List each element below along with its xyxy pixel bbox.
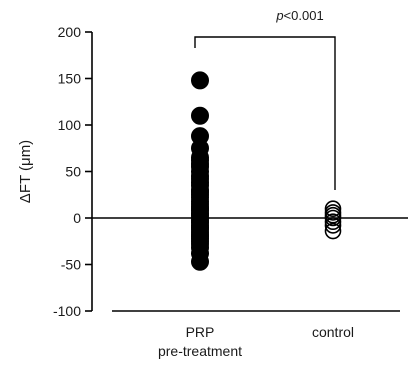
data-point xyxy=(191,106,209,125)
significance-label: p<0.001 xyxy=(275,8,323,23)
y-tick-label: 50 xyxy=(65,164,81,180)
axes xyxy=(85,31,408,312)
labels: 200 150 100 50 0 -50 -100 ΔFT (μm) PRP pre-treatm… xyxy=(17,8,354,359)
y-tick-label: -100 xyxy=(53,303,81,319)
data-point xyxy=(191,71,209,90)
x-category-label: control xyxy=(312,324,354,340)
x-category-label: PRP xyxy=(186,324,215,340)
y-tick-label: 100 xyxy=(58,117,82,133)
data-point xyxy=(324,209,342,227)
data-point xyxy=(324,200,342,217)
x-category-label: pre-treatment xyxy=(158,343,242,359)
y-tick-label: 0 xyxy=(73,210,81,226)
data-point xyxy=(324,217,342,234)
significance-threshold: <0.001 xyxy=(284,8,324,23)
data-point xyxy=(191,252,209,271)
y-tick-label: -50 xyxy=(61,257,81,273)
significance-p: p xyxy=(275,8,283,23)
data-points xyxy=(191,71,342,271)
y-tick-label: 200 xyxy=(58,24,82,40)
significance-bracket xyxy=(194,36,336,190)
data-point xyxy=(324,213,342,231)
data-point xyxy=(324,222,342,240)
y-axis-title: ΔFT (μm) xyxy=(17,140,34,203)
y-tick-label: 150 xyxy=(58,71,82,87)
